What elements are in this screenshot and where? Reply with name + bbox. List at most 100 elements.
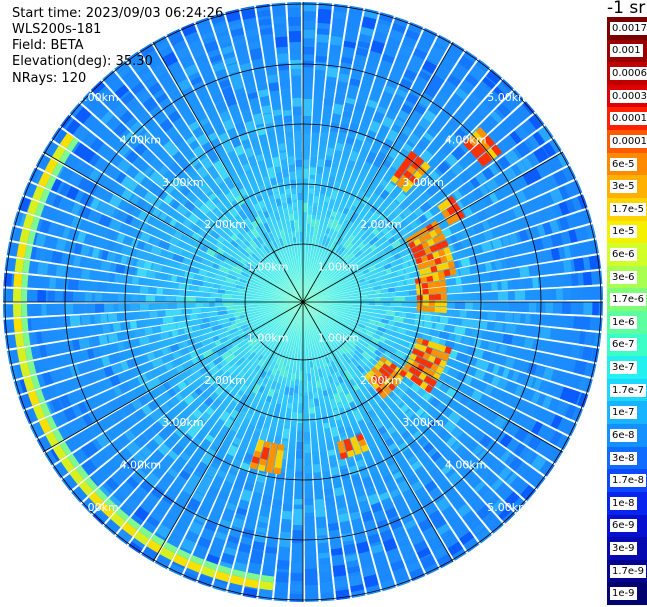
scan-cell [105,477,119,491]
scan-cell [357,420,369,433]
ray-gap [309,306,538,491]
scan-cell [394,349,406,360]
scan-cell [204,40,219,53]
scan-cell [109,352,121,364]
scan-cell [328,231,334,237]
hot-cell [386,367,394,375]
scan-cell [303,432,311,441]
scan-cell [328,366,335,375]
scan-cell [345,554,358,563]
scan-cell [184,271,195,279]
scan-cell [550,247,561,261]
scan-cell [111,410,123,423]
scan-cell [201,389,211,400]
scan-cell [491,364,501,375]
scan-cell [464,302,473,310]
scan-cell [70,202,82,216]
scan-cell [315,506,326,518]
scan-cell [225,472,237,484]
scan-cell [295,450,303,459]
hot-cell [417,263,425,270]
scan-cell [280,522,292,529]
scan-cell [239,440,249,452]
scan-cell [173,357,184,367]
hot-cell [416,289,423,295]
aerosol-band-cell [14,332,25,348]
scan-cell [271,499,283,510]
range-ring-label: 4.00km [445,133,487,146]
ray-gap [307,308,455,562]
scan-cell [134,142,148,156]
scan-cell [230,226,240,236]
scan-cell [484,262,493,272]
scan-cell [538,125,554,142]
hot-cell [401,184,411,193]
scan-cell [255,226,263,236]
scan-cell [327,522,340,531]
scan-cell [200,156,210,165]
scan-cell [244,412,253,421]
scan-cell [477,466,493,482]
scan-cell [184,200,196,212]
hot-cell [274,461,283,469]
scan-cell [367,493,380,506]
hot-cell [435,366,445,375]
scan-cell [139,232,151,243]
hot-cell [416,337,424,345]
scan-cell [251,549,264,558]
scan-cell [287,206,294,215]
aerosol-band-cell [150,534,165,547]
scan-cell [172,134,184,146]
scan-cell [218,260,227,268]
scan-cell [236,232,245,241]
scan-cell [325,497,336,506]
scan-cell [573,257,586,272]
scan-cell [126,358,138,369]
colorbar-tick-label: 0.0001 [610,134,647,148]
ray-gap [310,302,602,334]
scan-cell [303,5,317,12]
aerosol-band-cell [260,574,275,583]
hot-cell [403,170,413,180]
scan-cell [330,210,337,218]
scan-cell [296,169,303,179]
hot-cell [384,359,393,367]
scan-cell [118,65,132,79]
scan-cell [482,350,492,362]
hot-cell [339,451,348,460]
scan-cell [578,376,589,392]
scan-cell [197,536,212,549]
scan-cell [341,346,349,355]
scan-cell [211,293,221,298]
scan-cell [468,474,480,487]
hot-cell [425,346,433,355]
scan-cell [219,359,228,367]
scan-cell [151,207,162,218]
aerosol-band-cell [200,565,216,578]
scan-cell [354,350,365,360]
scan-cell [368,319,377,325]
scan-cell [233,38,247,47]
aerosol-band-cell [110,512,126,528]
scan-cell [188,521,204,536]
scan-cell [509,130,522,145]
scan-cell [100,110,114,125]
ray-gap [238,8,302,295]
aerosol-band-cell [244,578,259,589]
scan-cell [330,361,339,373]
scan-cell [448,454,461,467]
hot-cell [374,363,382,371]
scan-cell [226,63,240,75]
scan-cell [377,259,389,268]
scan-cell [230,240,239,248]
hot-cell [358,438,367,447]
hot-cell [439,255,448,264]
scan-cell [321,235,328,246]
scan-cell [248,347,256,354]
scan-cell [112,103,128,119]
scan-cell [199,222,212,234]
hot-cell [415,283,423,290]
scan-cell [205,210,216,220]
scan-cell [374,349,382,357]
hot-cell [275,455,283,463]
